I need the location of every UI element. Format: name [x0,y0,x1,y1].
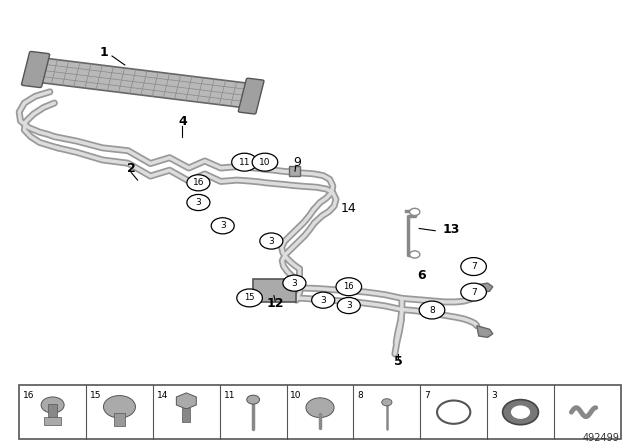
Bar [182,408,190,422]
Text: 3: 3 [346,301,351,310]
Circle shape [461,283,486,301]
Text: 13: 13 [443,223,460,237]
Circle shape [187,175,210,191]
Text: 7: 7 [471,262,476,271]
Text: 7: 7 [471,288,476,297]
Text: 14: 14 [341,202,356,215]
Text: 8: 8 [357,391,363,400]
Circle shape [306,398,334,418]
Text: 1: 1 [100,46,109,60]
Text: 492499: 492499 [582,433,620,443]
Text: 4: 4 [178,115,187,129]
Circle shape [247,395,260,404]
Text: 15: 15 [244,293,255,302]
Text: 12: 12 [266,297,284,310]
FancyBboxPatch shape [238,78,264,114]
Polygon shape [477,326,493,337]
Circle shape [260,233,283,249]
Text: 8: 8 [429,306,435,314]
Text: 5: 5 [394,355,403,368]
Text: 16: 16 [23,391,35,400]
Circle shape [211,218,234,234]
Text: 3: 3 [491,391,497,400]
Circle shape [232,153,257,171]
Circle shape [283,275,306,291]
Polygon shape [177,393,196,409]
Text: 7: 7 [424,391,430,400]
Circle shape [252,153,278,171]
Bar [48,404,57,418]
Text: 6: 6 [417,269,426,282]
Text: 16: 16 [193,178,204,187]
Circle shape [104,396,136,418]
Bar [40,58,248,108]
Circle shape [237,289,262,307]
Circle shape [461,258,486,276]
Circle shape [381,399,392,406]
Circle shape [187,194,210,211]
Text: 3: 3 [196,198,201,207]
FancyBboxPatch shape [22,52,50,87]
Circle shape [437,401,470,424]
Text: 3: 3 [269,237,274,246]
Text: 10: 10 [259,158,271,167]
Bar [114,413,125,426]
Circle shape [312,292,335,308]
Text: 9: 9 [294,155,301,169]
Bar [19,385,621,439]
Circle shape [336,278,362,296]
Bar [44,417,61,425]
Text: 14: 14 [157,391,168,400]
Text: 3: 3 [292,279,297,288]
Circle shape [511,405,530,419]
Text: 3: 3 [220,221,225,230]
Circle shape [502,400,538,425]
Text: 2: 2 [127,161,136,175]
Circle shape [337,297,360,314]
Polygon shape [477,283,493,293]
Text: 11: 11 [223,391,235,400]
Text: 3: 3 [321,296,326,305]
Circle shape [410,208,420,215]
Text: 16: 16 [344,282,354,291]
Text: 10: 10 [291,391,302,400]
FancyBboxPatch shape [253,279,296,302]
Text: 11: 11 [239,158,250,167]
Bar [289,166,300,176]
Circle shape [410,251,420,258]
Text: 15: 15 [90,391,101,400]
Circle shape [41,397,64,413]
Circle shape [419,301,445,319]
